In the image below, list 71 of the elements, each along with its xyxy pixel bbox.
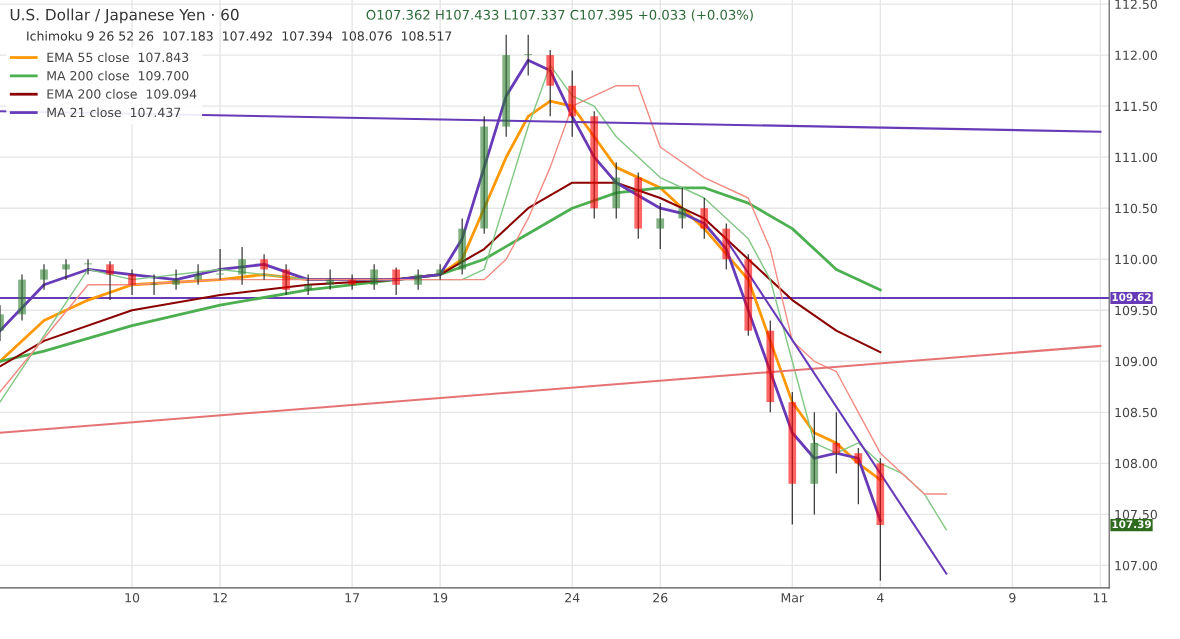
candlestick: [62, 258, 70, 281]
y-tick-label: 111.00: [1115, 152, 1157, 163]
x-tick-label: 26: [653, 592, 668, 603]
text: 107.39: [1112, 520, 1151, 529]
candlestick: [678, 187, 687, 230]
candlestick: [238, 246, 246, 286]
candlestick: [414, 268, 422, 291]
annotation: Ichimoku 9 26 52 26 107.183 107.492 107.394 108.076 108.517: [27, 31, 452, 41]
candlestick: [656, 202, 665, 250]
candlestick: [40, 263, 48, 291]
candlestick: [150, 273, 158, 296]
candlestick: [304, 273, 312, 296]
legend-label: EMA 55 close 107.843: [47, 52, 189, 63]
x-tick-label: 12: [213, 592, 227, 603]
text: O107.362 H107.433 L107.337 C107.395 +0.033 (+0.03%): [366, 9, 753, 22]
ref-line-label: 109.62: [1112, 293, 1151, 302]
candlestick: [634, 171, 643, 240]
x-tick-label: 24: [565, 592, 580, 603]
y-tick-label: 109.50: [1115, 305, 1157, 316]
candlestick: [854, 447, 863, 505]
candlestick: [458, 217, 467, 276]
candlestick: [810, 411, 819, 515]
y-tick-label: 108.00: [1115, 458, 1157, 469]
candlestick: [568, 69, 577, 138]
candlestick: [546, 49, 555, 117]
candlestick: [744, 253, 753, 337]
candlestick: [84, 258, 92, 276]
candlestick: [788, 391, 797, 526]
candlestick: [128, 268, 136, 296]
candlestick: [722, 222, 731, 271]
legend-label: EMA 200 close 109.094: [47, 89, 197, 99]
candlestick: [370, 263, 378, 291]
y-tick-label: 112.50: [1115, 0, 1157, 10]
x-tick-label: 9: [1009, 592, 1016, 603]
text: U.S. Dollar / Japanese Yen · 60: [10, 8, 239, 24]
y-tick-label: 110.00: [1115, 254, 1157, 265]
candlestick: [480, 115, 489, 235]
y-tick-label: 109.00: [1115, 356, 1157, 367]
y-tick-label: 110.50: [1115, 203, 1157, 214]
candlestick: [876, 457, 885, 582]
x-tick-label: Mar: [781, 593, 805, 603]
candlestick: [392, 266, 400, 296]
candlestick: [700, 197, 709, 240]
candlestick: [348, 273, 356, 291]
x-tick-label: 4: [876, 593, 884, 603]
candlestick: [282, 263, 290, 296]
candlestick: [172, 268, 180, 291]
candlestick: [436, 263, 445, 281]
candlestick: [612, 161, 621, 219]
candlestick: [766, 319, 775, 413]
y-tick-label: 107.00: [1115, 560, 1157, 571]
candlestick: [194, 263, 202, 286]
candlestick: [832, 411, 841, 475]
candlestick: [260, 253, 268, 281]
x-tick-label: 10: [125, 592, 140, 603]
legend-label: MA 200 close 109.700: [47, 70, 189, 81]
candlestick: [216, 248, 224, 281]
y-tick-label: 107.50: [1115, 509, 1157, 520]
candlestick: [524, 34, 533, 77]
candlestick: [18, 273, 26, 322]
y-tick-label: 108.50: [1115, 407, 1157, 418]
y-tick-label: 111.50: [1115, 101, 1157, 112]
x-tick-label: 11: [1093, 593, 1108, 603]
y-tick-label: 112.00: [1115, 50, 1157, 61]
candlestick: [502, 34, 511, 138]
x-tick-label: 19: [433, 592, 448, 603]
legend-label: MA 21 close 107.437: [47, 107, 181, 118]
candlestick: [106, 260, 114, 301]
x-tick-label: 17: [345, 593, 360, 603]
candlestick: [590, 110, 599, 219]
candlestick: [326, 268, 334, 291]
